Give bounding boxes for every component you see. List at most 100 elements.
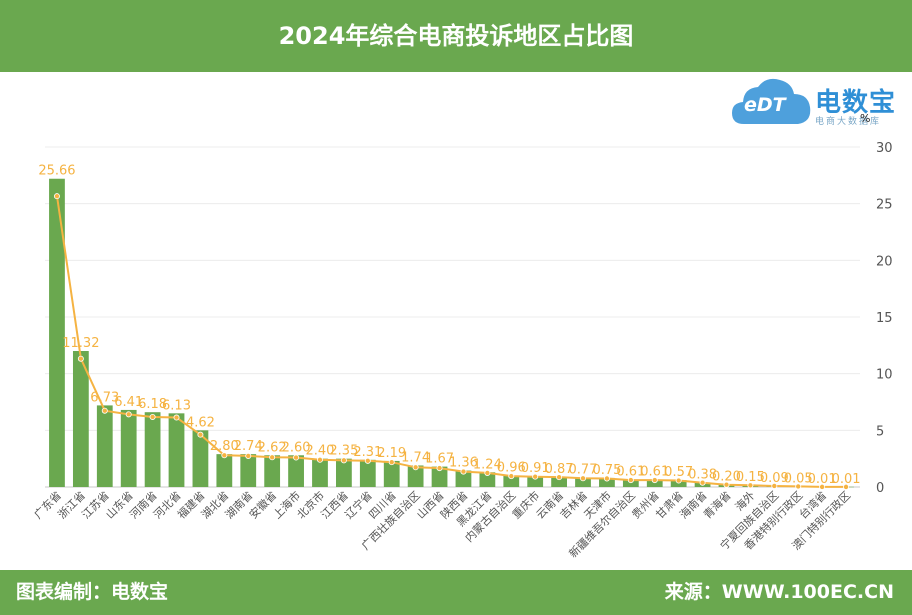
y-tick-label: 25 (876, 198, 893, 213)
data-label: 6.18 (138, 397, 167, 412)
bar (312, 458, 328, 487)
line-point (580, 475, 587, 482)
bar (359, 459, 376, 487)
y-tick-label: 0 (876, 481, 884, 496)
bar (336, 458, 352, 487)
bar (49, 178, 65, 487)
data-label: 0.96 (497, 461, 526, 476)
y-tick-label: 15 (876, 311, 893, 326)
line-point (508, 473, 515, 480)
chart-title: 2024年综合电商投诉地区占比图 (278, 22, 634, 50)
data-label: 0.61 (616, 465, 645, 480)
x-tick-labels: 广东省浙江省江苏省山东省河南省河北省福建省湖北省湖南省安徽省上海市北京市江西省辽… (32, 488, 854, 560)
data-label: 4.62 (186, 415, 215, 430)
line-point (747, 482, 754, 489)
bar (216, 454, 233, 487)
line-point (101, 407, 108, 414)
data-labels: 25.6611.326.736.416.186.134.622.802.742.… (38, 164, 860, 487)
data-label: 0.20 (712, 470, 741, 485)
bar (383, 460, 400, 487)
line-point (364, 457, 371, 464)
line-point (843, 483, 850, 490)
data-label: 2.62 (258, 440, 287, 455)
bar (144, 412, 161, 487)
line-point (197, 431, 204, 438)
data-label: 6.13 (162, 398, 191, 413)
line-point (125, 411, 132, 418)
line-point (675, 477, 682, 484)
series-line (56, 196, 846, 488)
line-point (77, 355, 84, 362)
line-point (412, 464, 419, 471)
line-point (245, 452, 252, 459)
bar (431, 466, 448, 487)
line-point (795, 483, 802, 490)
data-label: 2.19 (377, 446, 406, 461)
line-point (388, 459, 395, 466)
data-label: 11.32 (62, 336, 99, 351)
line-point (819, 483, 826, 490)
y-tick-label: 5 (876, 424, 884, 439)
data-label: 1.24 (473, 457, 502, 472)
line-point (221, 452, 228, 459)
bar (407, 465, 424, 487)
bar (527, 476, 544, 487)
bar (503, 475, 520, 487)
line-point (436, 465, 443, 472)
line-point (627, 477, 634, 484)
data-label: 0.01 (808, 472, 837, 487)
bar (264, 455, 281, 487)
bar (575, 477, 591, 487)
bars (49, 178, 854, 488)
trend-line (53, 193, 850, 490)
data-label: 1.74 (401, 450, 430, 465)
data-label: 0.09 (760, 471, 789, 486)
data-label: 2.35 (329, 444, 358, 459)
data-label: 2.74 (234, 439, 263, 454)
bar (670, 480, 687, 487)
y-tick-label: 20 (876, 254, 893, 269)
line-point (293, 454, 300, 461)
logo-cloud-text: eDT (744, 94, 786, 116)
y-tick-label: 30 (876, 141, 893, 156)
logo: eDT 电数宝 电商大数据库 % (730, 74, 910, 130)
data-label: 25.66 (38, 164, 75, 179)
data-label: 2.31 (353, 445, 382, 460)
cloud-icon (732, 78, 811, 124)
line-point (340, 457, 347, 464)
data-label: 0.91 (521, 461, 550, 476)
bar (192, 430, 209, 487)
line-point (149, 413, 156, 420)
data-label: 6.73 (90, 390, 119, 405)
data-label: 0.05 (784, 471, 813, 486)
line-point (603, 475, 610, 482)
line-point (269, 454, 276, 461)
data-label: 0.77 (569, 463, 598, 478)
y-axis-unit: % (860, 112, 871, 125)
bar-line-chart: 25.6611.326.736.416.186.134.622.802.742.… (32, 141, 893, 560)
line-point (723, 481, 730, 488)
bar (288, 455, 304, 487)
header-bar: 2024年综合电商投诉地区占比图 (0, 0, 912, 72)
bar (551, 476, 567, 487)
line-point (316, 456, 323, 463)
bar (599, 477, 615, 487)
line-point (53, 193, 60, 200)
grid-lines (45, 146, 860, 488)
footer-bar: 图表编制：电数宝 来源：WWW.100EC.CN (0, 570, 912, 615)
line-point (771, 482, 778, 489)
footer-compiler: 图表编制：电数宝 (16, 581, 169, 603)
line-point (651, 477, 658, 484)
line-point (173, 414, 180, 421)
data-label: 0.01 (832, 472, 861, 487)
data-label: 0.87 (545, 462, 574, 477)
data-label: 2.40 (306, 444, 335, 459)
bar (72, 351, 89, 487)
line-point (556, 474, 563, 481)
bar (120, 409, 137, 487)
data-label: 1.36 (449, 456, 478, 471)
y-tick-label: 10 (876, 368, 893, 383)
bar (455, 470, 472, 487)
bar (168, 413, 185, 487)
bar (240, 454, 257, 487)
